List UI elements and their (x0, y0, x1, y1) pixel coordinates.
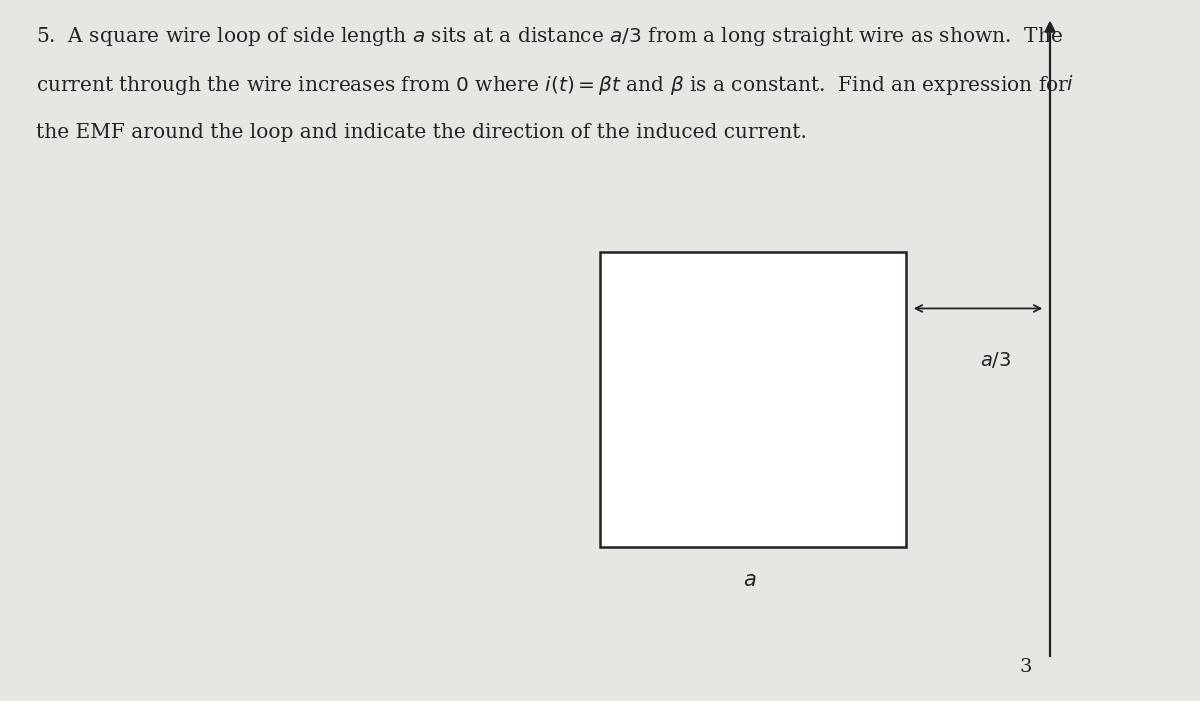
Text: $i$: $i$ (1066, 74, 1073, 94)
Text: 3: 3 (1020, 658, 1032, 676)
Bar (600, 252, 906, 547)
Text: 5.  A square wire loop of side length $a$ sits at a distance $a/3$ from a long s: 5. A square wire loop of side length $a$… (36, 25, 1063, 48)
Text: $a$: $a$ (743, 571, 757, 590)
Text: current through the wire increases from $0$ where $i(t) = \beta t$ and $\beta$ i: current through the wire increases from … (36, 74, 1069, 97)
Text: the EMF around the loop and indicate the direction of the induced current.: the EMF around the loop and indicate the… (36, 123, 806, 142)
Text: $a/3$: $a/3$ (980, 350, 1012, 371)
